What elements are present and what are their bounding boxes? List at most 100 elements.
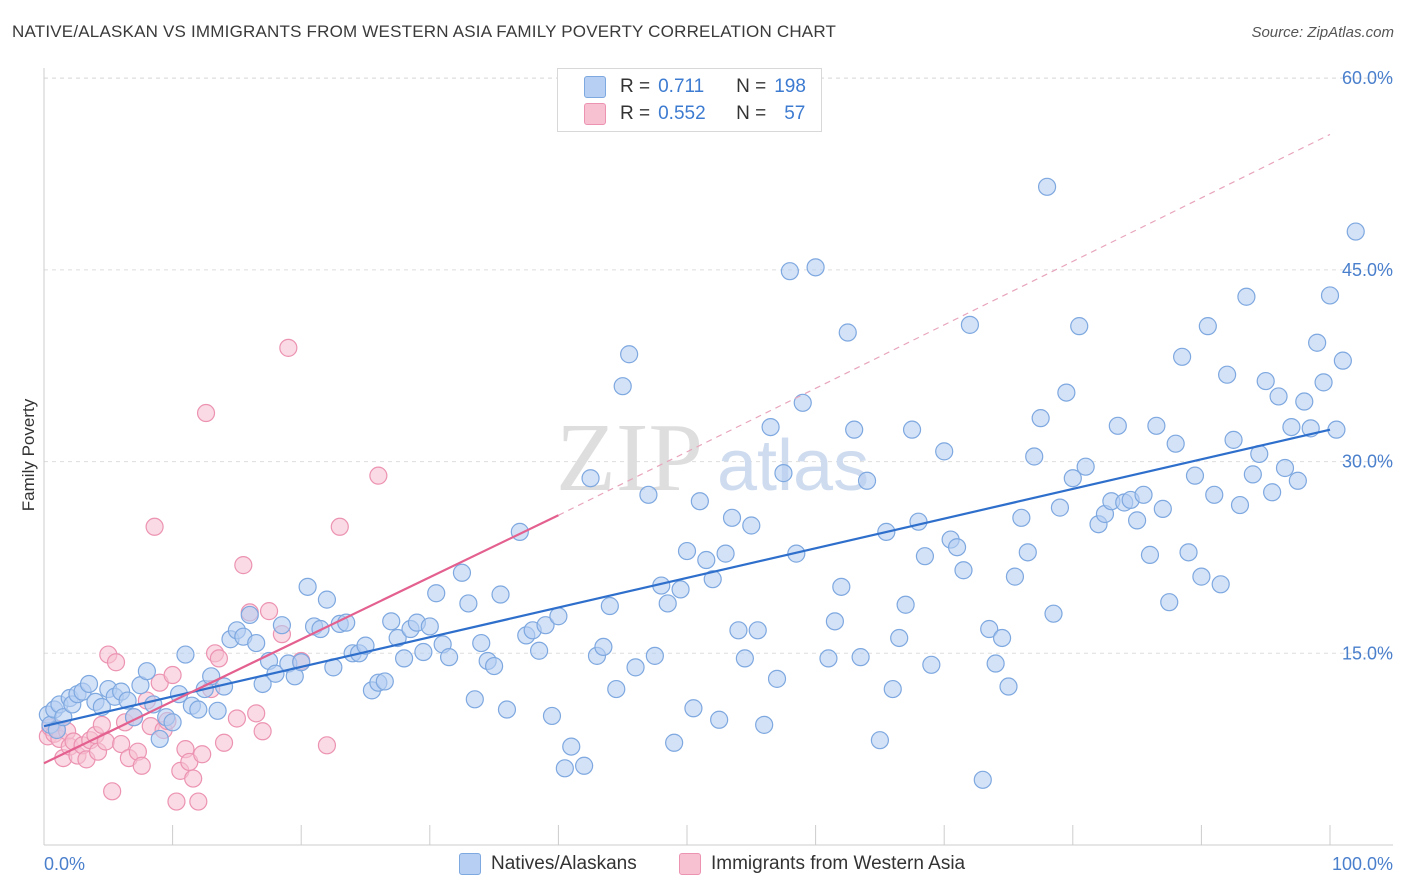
point-natives (575, 756, 594, 775)
point-natives (613, 377, 632, 396)
point-natives (992, 628, 1012, 648)
point-natives (710, 710, 729, 729)
n-label: N = (736, 76, 767, 97)
point-natives (439, 648, 459, 667)
stats-row-immigrants: R = 0.552 N = 57 (584, 101, 805, 127)
point-natives (1327, 420, 1346, 439)
trend-line-natives (43, 428, 1331, 728)
point-natives (600, 596, 619, 616)
point-natives (1173, 347, 1192, 366)
y-tick-label: 45.0% (1342, 260, 1393, 280)
point-immigrants (132, 756, 151, 775)
legend-item-immigrants[interactable]: Immigrants from Western Asia (679, 853, 965, 875)
point-natives (767, 669, 787, 688)
x-tick-label-min: 0.0% (44, 854, 85, 874)
legend-label-immigrants: Immigrants from Western Asia (711, 853, 966, 874)
point-natives (388, 628, 407, 648)
point-natives (716, 544, 735, 563)
point-natives (806, 258, 825, 277)
point-natives (639, 485, 658, 504)
point-natives (838, 323, 857, 342)
point-natives (497, 700, 517, 719)
point-natives (665, 733, 684, 752)
source-credit: Source: ZipAtlas.com (1251, 24, 1394, 41)
y-tick-label: 30.0% (1342, 452, 1393, 472)
pink-swatch (679, 853, 701, 875)
point-natives (980, 619, 999, 639)
point-natives (472, 633, 491, 653)
r-label: R = (620, 103, 651, 124)
point-natives (1031, 409, 1050, 428)
point-natives (755, 715, 774, 734)
point-natives (774, 464, 793, 483)
point-natives (555, 759, 574, 778)
point-natives (356, 636, 375, 655)
point-natives (1005, 567, 1025, 586)
legend-item-natives[interactable]: Natives/Alaskans (459, 853, 637, 875)
point-natives (909, 512, 928, 531)
point-immigrants (103, 782, 122, 801)
point-natives (845, 420, 864, 439)
point-natives (1256, 371, 1275, 391)
point-natives (1333, 351, 1352, 370)
chart-title: NATIVE/ALASKAN VS IMMIGRANTS FROM WESTER… (12, 22, 837, 41)
point-immigrants (330, 517, 349, 536)
point-natives (549, 607, 568, 626)
point-natives (703, 570, 722, 589)
point-natives (1050, 498, 1070, 517)
n-value-natives: 198 (774, 76, 806, 97)
point-immigrants (259, 602, 279, 621)
point-natives (272, 616, 292, 635)
point-immigrants (163, 665, 182, 685)
point-natives (1044, 604, 1063, 623)
point-natives (626, 658, 645, 677)
point-natives (857, 471, 877, 490)
point-natives (420, 617, 439, 636)
point-immigrants (196, 403, 216, 423)
point-natives (832, 577, 851, 596)
point-natives (1224, 430, 1243, 449)
point-natives (452, 563, 472, 582)
point-natives (240, 605, 259, 625)
point-natives (684, 699, 703, 718)
n-value-immigrants: 57 (784, 103, 806, 124)
point-natives (1346, 222, 1365, 241)
point-natives (742, 516, 761, 535)
point-natives (729, 621, 748, 640)
point-natives (947, 538, 967, 557)
point-natives (1025, 447, 1044, 466)
x-tick-label-max: 100.0% (1332, 854, 1393, 874)
point-natives (137, 662, 156, 681)
point-immigrants (92, 715, 111, 734)
point-natives (1243, 465, 1262, 484)
point-natives (819, 649, 838, 668)
point-natives (1076, 457, 1095, 476)
point-natives (1063, 469, 1082, 488)
r-value-natives: 0.711 (658, 76, 705, 97)
point-natives (247, 633, 266, 653)
point-natives (1166, 434, 1185, 453)
point-natives (536, 616, 555, 635)
point-natives (896, 595, 915, 614)
point-natives (208, 701, 227, 720)
watermark: ZIP atlas (556, 404, 869, 512)
point-immigrants (247, 704, 266, 723)
point-natives (690, 492, 709, 511)
point-natives (1018, 543, 1037, 562)
point-natives (1218, 365, 1237, 384)
point-natives (1179, 543, 1198, 562)
point-natives (581, 469, 600, 488)
point-natives (562, 737, 581, 756)
point-immigrants (279, 338, 298, 357)
point-natives (163, 713, 182, 732)
trend-lines (43, 133, 1331, 765)
y-tick-labels: 15.0% 30.0% 45.0% 60.0% (1342, 68, 1393, 663)
point-natives (1134, 485, 1153, 504)
point-natives (1263, 483, 1282, 502)
point-natives (1140, 545, 1160, 564)
point-natives (1237, 287, 1256, 306)
blue-swatch (459, 853, 481, 875)
legend-label-natives: Natives/Alaskans (491, 853, 637, 874)
point-natives (935, 442, 954, 461)
